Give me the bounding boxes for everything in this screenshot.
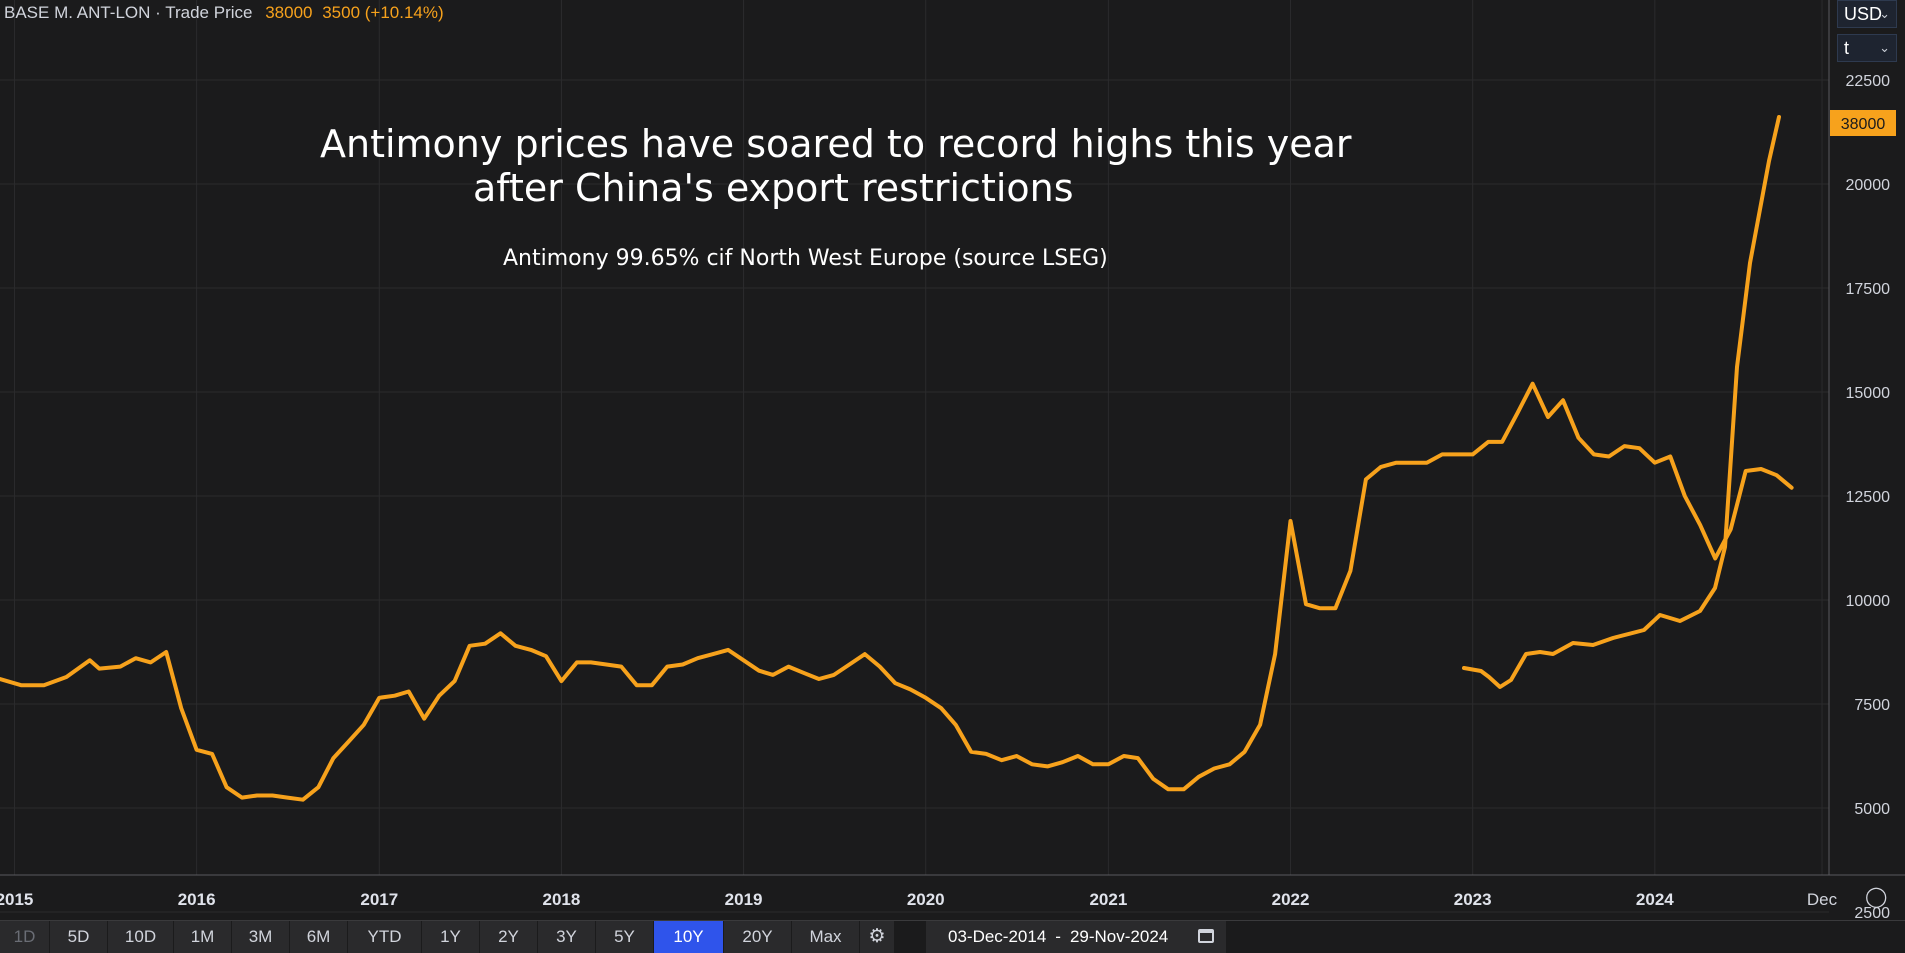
date-to: 29-Nov-2024 bbox=[1069, 927, 1169, 946]
x-tick-label: 2016 bbox=[178, 890, 216, 909]
chevron-down-icon: ⌄ bbox=[1879, 40, 1890, 55]
x-tick-label: 2021 bbox=[1089, 890, 1127, 909]
date-range-picker[interactable]: 03-Dec-2014-29-Nov-2024 bbox=[926, 921, 1226, 953]
y-tick-label: 5000 bbox=[1854, 801, 1890, 818]
range-button-ytd[interactable]: YTD bbox=[348, 921, 422, 953]
x-tick-label: 2015 bbox=[0, 890, 33, 909]
unit-value: t bbox=[1844, 38, 1850, 58]
x-tick-label: 2024 bbox=[1636, 890, 1674, 909]
range-button-20y[interactable]: 20Y bbox=[724, 921, 792, 953]
y-tick-label: 17500 bbox=[1846, 281, 1891, 298]
settings-gear-icon[interactable]: ⚙ bbox=[860, 921, 894, 953]
range-button-10y[interactable]: 10Y bbox=[654, 921, 724, 953]
chart-header: BASE M. ANT-LON · Trade Price 38000 3500… bbox=[4, 2, 444, 24]
last-value-label: 38000 bbox=[1841, 116, 1886, 133]
x-tick-label: 2023 bbox=[1454, 890, 1492, 909]
range-button-3y[interactable]: 3Y bbox=[538, 921, 596, 953]
x-tick-label: 2019 bbox=[725, 890, 763, 909]
x-tick-label: 2017 bbox=[360, 890, 398, 909]
last-price: 38000 bbox=[265, 3, 313, 22]
title-line-2: after China's export restrictions bbox=[473, 166, 1074, 210]
x-tick-label: 2018 bbox=[543, 890, 581, 909]
time-range-buttons: 1D 5D 10D 1M 3M 6M YTD 1Y 2Y 3Y 5Y 10Y 20Y Max ⚙ bbox=[0, 921, 894, 953]
range-button-3m[interactable]: 3M bbox=[232, 921, 290, 953]
price-line bbox=[0, 381, 1794, 802]
y-tick-label: 10000 bbox=[1846, 593, 1891, 610]
chart-annotation-title: Antimony prices have soared to record hi… bbox=[318, 122, 1352, 210]
price-change: 3500 (+10.14%) bbox=[322, 3, 444, 22]
y-tick-label: 20000 bbox=[1846, 177, 1891, 194]
range-button-10d[interactable]: 10D bbox=[108, 921, 174, 953]
chart-settings-icon[interactable]: ◯ bbox=[1865, 886, 1888, 908]
range-button-1m[interactable]: 1M bbox=[174, 921, 232, 953]
price-chart[interactable]: 2015 2016 2017 2018 2019 2020 2021 2022 2023 2024… bbox=[0, 0, 1905, 920]
y-tick-label: 7500 bbox=[1854, 697, 1890, 714]
y-tick-label: 22500 bbox=[1846, 73, 1891, 90]
title-line-1: Antimony prices have soared to record hi… bbox=[320, 122, 1352, 166]
bottom-toolbar: 1D 5D 10D 1M 3M 6M YTD 1Y 2Y 3Y 5Y 10Y 20Y Max ⚙ 03-De… bbox=[0, 920, 1905, 953]
chart-grid bbox=[0, 0, 1905, 913]
y-tick-label: 15000 bbox=[1846, 385, 1891, 402]
x-tick-label: Dec bbox=[1807, 890, 1838, 909]
date-from: 03-Dec-2014 bbox=[948, 927, 1047, 946]
last-value-badge bbox=[1830, 110, 1896, 136]
currency-value: USD bbox=[1844, 4, 1883, 24]
currency-select[interactable]: USD ⌄ bbox=[1837, 0, 1897, 28]
range-button-1d[interactable]: 1D bbox=[0, 921, 50, 953]
x-tick-label: 2022 bbox=[1272, 890, 1310, 909]
chevron-down-icon: ⌄ bbox=[1879, 6, 1890, 21]
range-button-6m[interactable]: 6M bbox=[290, 921, 348, 953]
range-button-5d[interactable]: 5D bbox=[50, 921, 108, 953]
range-button-max[interactable]: Max bbox=[792, 921, 860, 953]
price-series bbox=[0, 115, 1794, 802]
y-tick-label: 12500 bbox=[1846, 489, 1891, 506]
y-tick-label: 2500 bbox=[1854, 905, 1890, 920]
x-tick-label: 2020 bbox=[907, 890, 945, 909]
unit-select[interactable]: t ⌄ bbox=[1837, 34, 1897, 62]
calendar-icon[interactable] bbox=[1198, 929, 1214, 943]
last-value-marker: 38000 bbox=[1830, 110, 1896, 136]
instrument-name: BASE M. ANT-LON · Trade Price bbox=[4, 3, 253, 22]
range-button-1y[interactable]: 1Y bbox=[422, 921, 480, 953]
price-line-recent bbox=[1462, 115, 1781, 689]
range-button-5y[interactable]: 5Y bbox=[596, 921, 654, 953]
x-axis: 2015 2016 2017 2018 2019 2020 2021 2022 2023 2024… bbox=[0, 890, 1838, 909]
chart-annotation-subtitle: Antimony 99.65% cif North West Europe (s… bbox=[503, 246, 1108, 271]
range-button-2y[interactable]: 2Y bbox=[480, 921, 538, 953]
y-axis: 2500 5000 7500 10000 12500 15000 17500 20000 225… bbox=[1846, 73, 1891, 920]
